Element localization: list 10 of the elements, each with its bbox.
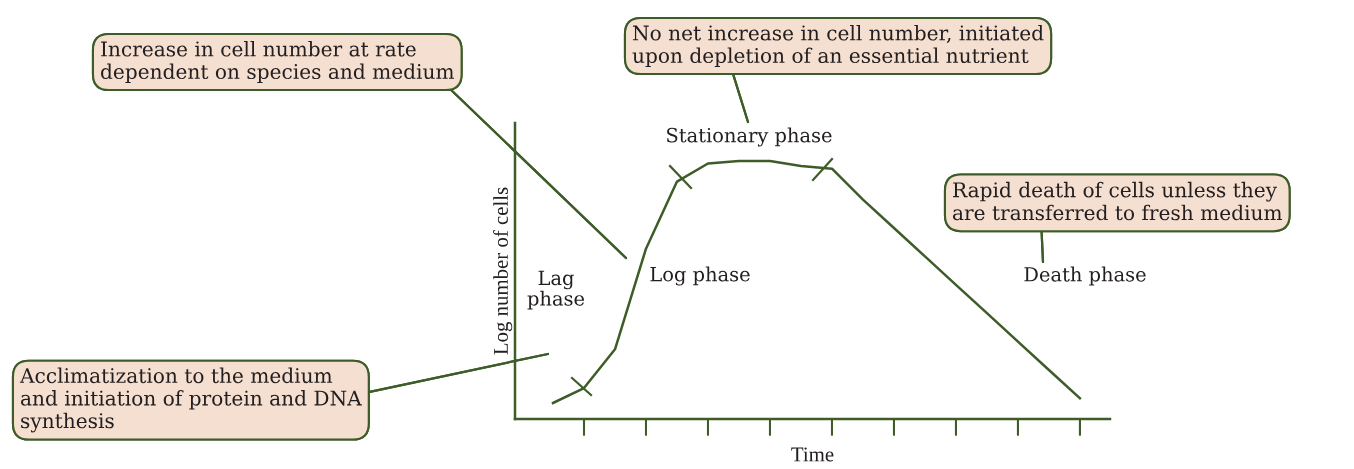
text: No net increase in cell number, initiated upon depletion of an essential nutrient	[632, 24, 1044, 68]
annotation: Rapid death of cells unless they are transferred to fresh medium	[953, 181, 1283, 221]
text: Acclimatization to the medium and initiation of protein and DNA synthesis	[19, 367, 362, 433]
y-axis-title: Log number of cells	[493, 187, 513, 355]
annotation: Log phase	[650, 266, 750, 286]
annotation: Death phase	[1024, 266, 1146, 286]
x-axis-title: Time	[791, 447, 834, 462]
annotation: Lag phase	[527, 270, 585, 310]
text: Stationary phase	[667, 127, 832, 147]
text: Increase in cell number at rate dependent on species and medium	[101, 40, 455, 84]
